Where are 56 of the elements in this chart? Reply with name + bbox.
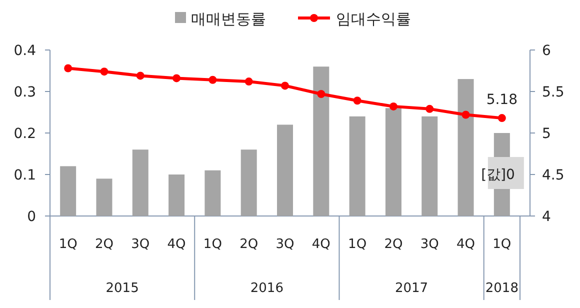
y-tick-label: 0.4 [14, 43, 36, 59]
text: 2017 [394, 281, 428, 296]
text: 2016 [250, 281, 284, 296]
bar [385, 108, 402, 216]
x-tick-label: 2Q [240, 237, 258, 252]
x-tick-label: 1Q [203, 237, 222, 252]
y2-tick-label: 6 [542, 43, 551, 59]
point [353, 96, 362, 105]
x-tick-label: 1Q [58, 237, 78, 252]
point [462, 110, 470, 119]
x-tick-label: 2Q [94, 237, 114, 252]
point [136, 72, 144, 80]
bar [96, 178, 112, 216]
bar [240, 150, 257, 216]
point [317, 90, 326, 98]
bar [422, 116, 438, 216]
bar [313, 66, 330, 216]
x-tick-label: 3Q [131, 237, 150, 252]
y2-tick-label: 5.5 [542, 84, 564, 100]
x-tick-label: 2Q [384, 237, 403, 252]
point [389, 102, 398, 110]
x-tick-label: 4Q [167, 237, 186, 252]
point [100, 68, 108, 76]
x-tick-label: 4Q [456, 237, 476, 252]
bar [458, 79, 474, 216]
x-tick-label: 1Q [348, 237, 367, 252]
bar [60, 166, 76, 216]
legend-label: 매매변동률 [191, 10, 266, 28]
legend-label: 임대수익률 [336, 10, 411, 28]
point [64, 64, 72, 72]
y-tick-label: 0.3 [14, 84, 36, 100]
point [498, 114, 506, 122]
point [208, 76, 217, 84]
bar [204, 170, 221, 216]
y-tick-label: 0 [27, 209, 36, 225]
y-tick-label: 0.2 [14, 126, 36, 142]
x-tick-label: 4Q [312, 237, 330, 252]
x-tick-label: 3Q [276, 237, 294, 252]
bar [349, 116, 366, 216]
y2-tick-label: 4 [542, 209, 551, 225]
y2-tick-label: 5 [542, 126, 551, 142]
point [172, 74, 181, 82]
y2-tick-label: 4.5 [542, 168, 564, 184]
bar [277, 124, 293, 216]
data-label: 5.18 [486, 92, 518, 108]
bar [132, 150, 148, 216]
x-tick-label: 1Q [492, 237, 512, 252]
x-tick-label: 3Q [420, 237, 439, 252]
point [281, 82, 289, 90]
y-tick-label: 0.1 [14, 168, 36, 184]
bar [168, 174, 185, 216]
point [426, 104, 434, 113]
text: 2015 [106, 281, 139, 296]
text: 2018 [485, 281, 518, 296]
point [244, 78, 253, 86]
annotation: [값]0 [481, 167, 515, 183]
